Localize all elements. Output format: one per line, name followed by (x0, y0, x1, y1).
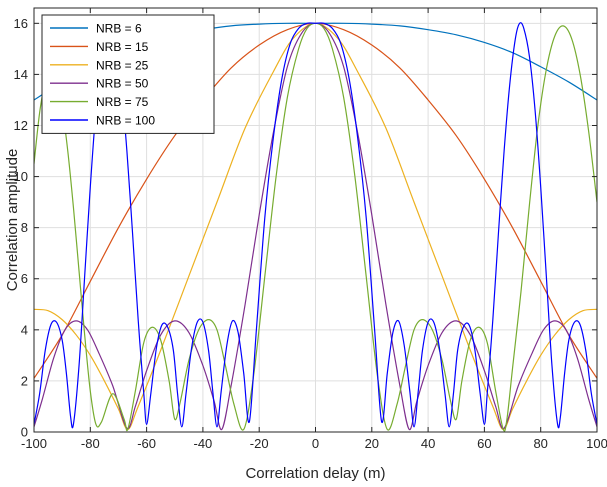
x-tick-label: -40 (194, 436, 213, 451)
legend-label: NRB = 15 (96, 40, 149, 54)
y-tick-label: 0 (21, 425, 28, 440)
series-line-nrb-75 (34, 22, 597, 432)
legend: NRB = 6 NRB = 15 NRB = 25 NRB = 50 NRB = 75 N… (41, 14, 215, 134)
x-tick-label: -20 (250, 436, 269, 451)
x-tick-label: -60 (137, 436, 156, 451)
legend-box (41, 14, 215, 134)
x-tick-label: -100 (21, 436, 47, 451)
legend-label: NRB = 100 (96, 114, 155, 128)
y-tick-label: 12 (14, 118, 28, 133)
y-tick-label: 6 (21, 271, 28, 286)
x-axis-label: Correlation delay (m) (245, 465, 385, 482)
x-tick-label: 0 (312, 436, 319, 451)
axis-ticks: -100 -80 -60 -40 -20 0 20 40 60 80 100 0 2 4 6 8 10 12 14 1… (14, 8, 607, 451)
x-tick-label: 100 (586, 436, 607, 451)
x-tick-label: 40 (421, 436, 435, 451)
x-tick-label: -80 (81, 436, 100, 451)
y-tick-label: 14 (14, 67, 28, 82)
legend-label: NRB = 50 (96, 77, 149, 91)
y-tick-label: 8 (21, 220, 28, 235)
y-axis-label: Correlation amplitude (4, 149, 21, 292)
y-tick-label: 4 (21, 322, 28, 337)
x-tick-label: 20 (365, 436, 379, 451)
y-tick-label: 2 (21, 373, 28, 388)
x-tick-label: 80 (533, 436, 547, 451)
legend-label: NRB = 75 (96, 95, 149, 109)
x-tick-label: 60 (477, 436, 491, 451)
legend-label: NRB = 6 (96, 22, 142, 36)
y-tick-label: 10 (14, 169, 28, 184)
y-tick-label: 16 (14, 16, 28, 31)
legend-label: NRB = 25 (96, 58, 149, 72)
